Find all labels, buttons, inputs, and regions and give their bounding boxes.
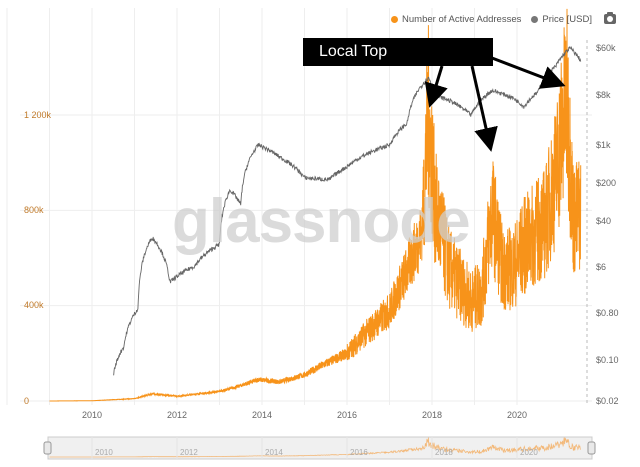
y-right-tick: $60k: [596, 43, 616, 53]
legend-label-price: Price [USD]: [542, 14, 592, 25]
y-right-tick: $8k: [596, 90, 611, 100]
x-tick: 2020: [506, 410, 528, 420]
price-dot-icon: [531, 16, 539, 23]
y-right-tick: $6: [596, 262, 607, 272]
y-right-tick: $0.80: [596, 308, 619, 318]
y-left-tick: 1 200k: [24, 110, 52, 120]
local-top-arrows: [424, 56, 566, 152]
local-top-arrow: [491, 56, 566, 89]
navigator-selection: [47, 436, 593, 460]
navigator-series: [49, 437, 581, 458]
legend: Number of Active Addresses Price [USD]: [391, 14, 592, 25]
y-right-tick: $1k: [596, 140, 611, 150]
navigator-left-handle[interactable]: [43, 441, 52, 455]
camera-icon[interactable]: [604, 12, 616, 24]
navigator-tick-label: 2016: [350, 448, 368, 457]
navigator-tick-label: 2020: [520, 448, 538, 457]
y-right-tick: $0.02: [596, 396, 619, 406]
watermark: glassnode: [172, 187, 471, 256]
x-tick: 2010: [81, 410, 103, 420]
x-tick: 2018: [421, 410, 443, 420]
legend-item-active-addresses[interactable]: Number of Active Addresses: [391, 14, 521, 25]
price-series: [113, 45, 582, 376]
local-top-arrow: [470, 65, 498, 152]
y-left-tick: 0: [24, 396, 30, 406]
x-tick: 2014: [251, 410, 273, 420]
x-tick: 2016: [336, 410, 358, 420]
local-top-arrow: [424, 65, 448, 108]
navigator-tick-label: 2012: [180, 448, 198, 457]
navigator[interactable]: 2010 2012 2014 2016 2018 2020: [43, 436, 596, 460]
local-top-callout: Local Top: [303, 38, 493, 66]
y-right-tick: $0.10: [596, 355, 619, 365]
y-right-tick: $200: [596, 178, 617, 188]
navigator-tick-label: 2018: [435, 448, 453, 457]
active-addresses-series: [49, 8, 582, 402]
navigator-tick-label: 2014: [265, 448, 283, 457]
y-left-tick: 800k: [24, 205, 44, 215]
price-line: [113, 45, 582, 376]
navigator-right-handle[interactable]: [587, 441, 596, 455]
active-addresses-line: [49, 8, 582, 402]
x-tick: 2012: [166, 410, 188, 420]
active-addresses-dot-icon: [391, 16, 399, 23]
legend-label-active-addresses: Number of Active Addresses: [402, 14, 522, 25]
legend-item-price[interactable]: Price [USD]: [531, 14, 592, 25]
navigator-tick-label: 2010: [95, 448, 113, 457]
y-right-tick: $40: [596, 216, 612, 226]
y-left-tick: 400k: [24, 300, 44, 310]
